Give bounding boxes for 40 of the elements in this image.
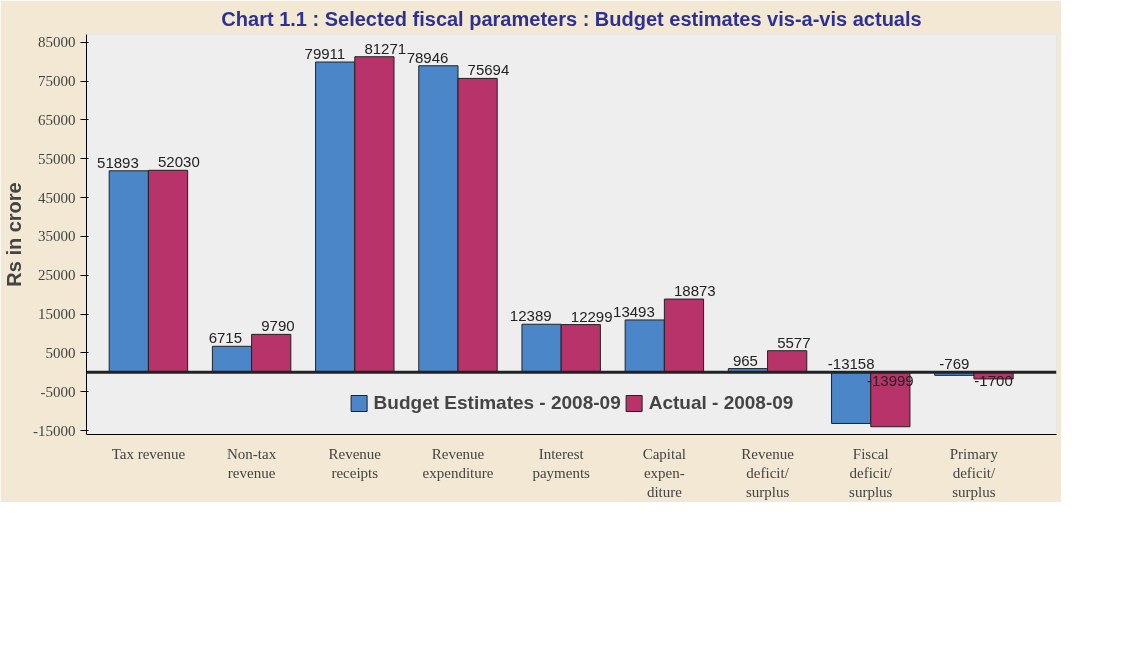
y-tick-label: 65000 (38, 111, 76, 128)
x-tick-label: Fiscal deficit/ surplus (849, 445, 893, 500)
y-axis-title: Rs in crore (3, 182, 25, 287)
x-tick-label: Non-tax revenue (227, 445, 277, 481)
data-label: 5577 (777, 333, 811, 351)
y-tick-label: 15000 (38, 306, 76, 323)
x-tick-label: Revenue deficit/ surplus (741, 445, 795, 500)
y-tick-label: 45000 (38, 189, 76, 206)
legend-label: Budget Estimates - 2008-09 (373, 392, 621, 414)
x-tick-label: Primary deficit/ surplus (949, 445, 999, 500)
data-label: 13493 (613, 302, 655, 320)
data-label: 52030 (158, 153, 200, 171)
y-tick-label: 25000 (38, 267, 76, 284)
y-tick-label: 35000 (38, 228, 76, 245)
data-label: 78946 (406, 48, 449, 66)
data-label: 18873 (673, 282, 716, 300)
data-label: -13158 (827, 355, 875, 373)
data-label: 81271 (364, 39, 407, 57)
data-label: 79911 (304, 45, 346, 63)
y-tick-label: -15000 (33, 422, 76, 439)
data-label: 965 (732, 351, 758, 369)
data-label: 9790 (261, 317, 295, 335)
chart-title: Chart 1.1 : Selected fiscal parameters : Budget estimates vis-a-vis actuals (221, 7, 922, 30)
x-tick-label: Interest payments (532, 445, 591, 481)
legend-label: Actual - 2008-09 (648, 392, 794, 414)
data-label: 75694 (467, 61, 510, 79)
x-tick-label: Revenue expenditure (422, 445, 494, 481)
x-tick-label: Tax revenue (111, 445, 186, 462)
data-label: 12299 (570, 307, 613, 325)
y-tick-label: 75000 (38, 73, 76, 90)
y-tick-label: 5000 (45, 344, 76, 361)
y-tick-label: -5000 (40, 383, 76, 400)
data-label: -769 (939, 355, 970, 373)
data-label: 6715 (208, 329, 243, 347)
data-label: 51893 (97, 153, 139, 171)
x-tick-label: Revenue receipts (328, 445, 382, 481)
x-tick-label: Capital expen- diture (642, 445, 687, 500)
data-label: 12389 (509, 307, 552, 325)
y-tick-label: 55000 (38, 150, 76, 167)
y-tick-label: 85000 (38, 34, 76, 51)
